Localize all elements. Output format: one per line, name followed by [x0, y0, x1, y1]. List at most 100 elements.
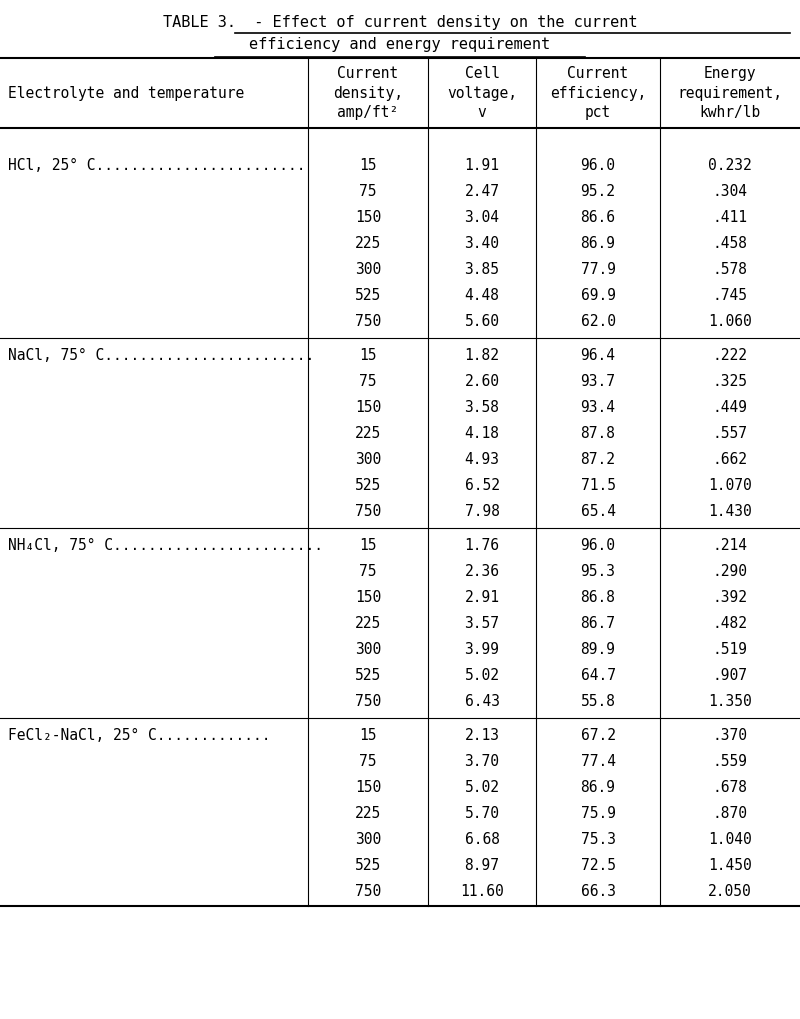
- Text: 1.430: 1.430: [708, 503, 752, 519]
- Text: 1.040: 1.040: [708, 832, 752, 847]
- Text: 4.93: 4.93: [465, 451, 499, 467]
- Text: 15: 15: [359, 728, 377, 743]
- Text: 67.2: 67.2: [581, 728, 615, 743]
- Text: 72.5: 72.5: [581, 858, 615, 872]
- Text: 4.18: 4.18: [465, 426, 499, 440]
- Text: 300: 300: [355, 451, 381, 467]
- Text: Electrolyte and temperature: Electrolyte and temperature: [8, 86, 244, 101]
- Text: 96.0: 96.0: [581, 158, 615, 172]
- Text: 15: 15: [359, 158, 377, 172]
- Text: 3.04: 3.04: [465, 210, 499, 224]
- Text: .907: .907: [713, 667, 747, 683]
- Text: 750: 750: [355, 694, 381, 708]
- Text: 750: 750: [355, 883, 381, 899]
- Text: 750: 750: [355, 314, 381, 328]
- Text: .449: .449: [713, 399, 747, 415]
- Text: 87.8: 87.8: [581, 426, 615, 440]
- Text: 69.9: 69.9: [581, 287, 615, 303]
- Text: 1.350: 1.350: [708, 694, 752, 708]
- Text: 62.0: 62.0: [581, 314, 615, 328]
- Text: 77.4: 77.4: [581, 753, 615, 768]
- Text: 2.13: 2.13: [465, 728, 499, 743]
- Text: 75: 75: [359, 374, 377, 388]
- Text: 1.76: 1.76: [465, 537, 499, 552]
- Text: 77.9: 77.9: [581, 262, 615, 276]
- Text: 96.4: 96.4: [581, 347, 615, 363]
- Text: 3.40: 3.40: [465, 235, 499, 251]
- Text: 525: 525: [355, 858, 381, 872]
- Text: efficiency and energy requirement: efficiency and energy requirement: [250, 37, 550, 52]
- Text: 6.43: 6.43: [465, 694, 499, 708]
- Text: 65.4: 65.4: [581, 503, 615, 519]
- Text: 0.232: 0.232: [708, 158, 752, 172]
- Text: 75.9: 75.9: [581, 805, 615, 820]
- Text: 1.070: 1.070: [708, 478, 752, 492]
- Text: 1.91: 1.91: [465, 158, 499, 172]
- Text: 5.02: 5.02: [465, 780, 499, 795]
- Text: 2.47: 2.47: [465, 183, 499, 199]
- Text: 93.4: 93.4: [581, 399, 615, 415]
- Text: 225: 225: [355, 805, 381, 820]
- Text: .745: .745: [713, 287, 747, 303]
- Text: 86.6: 86.6: [581, 210, 615, 224]
- Text: Cell
voltage,
v: Cell voltage, v: [447, 66, 517, 119]
- Text: .557: .557: [713, 426, 747, 440]
- Text: 6.68: 6.68: [465, 832, 499, 847]
- Text: 5.02: 5.02: [465, 667, 499, 683]
- Text: 15: 15: [359, 537, 377, 552]
- Text: 8.97: 8.97: [465, 858, 499, 872]
- Text: HCl, 25° C........................: HCl, 25° C........................: [8, 158, 306, 172]
- Text: 55.8: 55.8: [581, 694, 615, 708]
- Text: 225: 225: [355, 615, 381, 631]
- Text: Energy
requirement,
kwhr/lb: Energy requirement, kwhr/lb: [678, 66, 782, 119]
- Text: 2.050: 2.050: [708, 883, 752, 899]
- Text: 525: 525: [355, 287, 381, 303]
- Text: NH₄Cl, 75° C........................: NH₄Cl, 75° C........................: [8, 537, 323, 552]
- Text: NaCl, 75° C........................: NaCl, 75° C........................: [8, 347, 314, 363]
- Text: 3.99: 3.99: [465, 642, 499, 656]
- Text: 93.7: 93.7: [581, 374, 615, 388]
- Text: 150: 150: [355, 590, 381, 604]
- Text: 75.3: 75.3: [581, 832, 615, 847]
- Text: 89.9: 89.9: [581, 642, 615, 656]
- Text: 2.60: 2.60: [465, 374, 499, 388]
- Text: 150: 150: [355, 780, 381, 795]
- Text: .559: .559: [713, 753, 747, 768]
- Text: .392: .392: [713, 590, 747, 604]
- Text: 225: 225: [355, 235, 381, 251]
- Text: 3.57: 3.57: [465, 615, 499, 631]
- Text: 5.70: 5.70: [465, 805, 499, 820]
- Text: 86.9: 86.9: [581, 780, 615, 795]
- Text: .519: .519: [713, 642, 747, 656]
- Text: 11.60: 11.60: [460, 883, 504, 899]
- Text: 66.3: 66.3: [581, 883, 615, 899]
- Text: .870: .870: [713, 805, 747, 820]
- Text: 3.58: 3.58: [465, 399, 499, 415]
- Text: 525: 525: [355, 667, 381, 683]
- Text: 3.70: 3.70: [465, 753, 499, 768]
- Text: 300: 300: [355, 642, 381, 656]
- Text: 1.82: 1.82: [465, 347, 499, 363]
- Text: .214: .214: [713, 537, 747, 552]
- Text: .458: .458: [713, 235, 747, 251]
- Text: 1.060: 1.060: [708, 314, 752, 328]
- Text: 2.36: 2.36: [465, 564, 499, 579]
- Text: 4.48: 4.48: [465, 287, 499, 303]
- Text: 3.85: 3.85: [465, 262, 499, 276]
- Text: 95.2: 95.2: [581, 183, 615, 199]
- Text: .482: .482: [713, 615, 747, 631]
- Text: .578: .578: [713, 262, 747, 276]
- Text: 95.3: 95.3: [581, 564, 615, 579]
- Text: 225: 225: [355, 426, 381, 440]
- Text: .222: .222: [713, 347, 747, 363]
- Text: .662: .662: [713, 451, 747, 467]
- Text: 1.450: 1.450: [708, 858, 752, 872]
- Text: .370: .370: [713, 728, 747, 743]
- Text: 6.52: 6.52: [465, 478, 499, 492]
- Text: .411: .411: [713, 210, 747, 224]
- Text: 86.8: 86.8: [581, 590, 615, 604]
- Text: 5.60: 5.60: [465, 314, 499, 328]
- Text: 300: 300: [355, 832, 381, 847]
- Text: Current
efficiency,
pct: Current efficiency, pct: [550, 66, 646, 119]
- Text: .325: .325: [713, 374, 747, 388]
